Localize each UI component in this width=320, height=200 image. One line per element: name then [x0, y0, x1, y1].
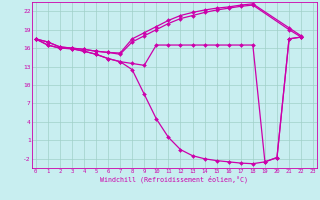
X-axis label: Windchill (Refroidissement éolien,°C): Windchill (Refroidissement éolien,°C)	[100, 176, 248, 183]
